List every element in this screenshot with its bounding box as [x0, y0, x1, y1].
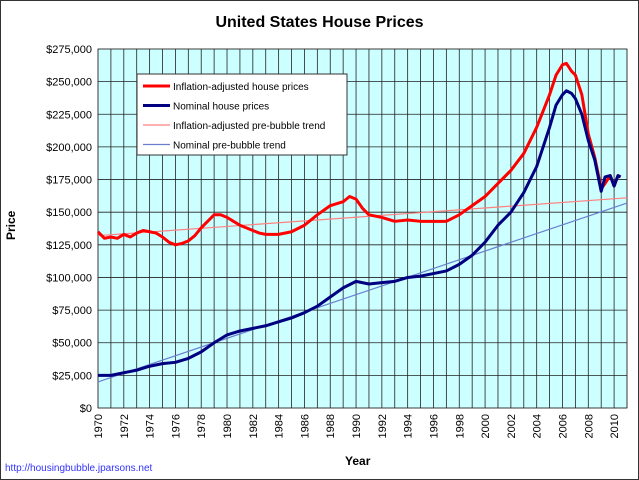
y-tick-label: $225,000	[46, 109, 92, 121]
legend-label: Inflation-adjusted house prices	[173, 82, 309, 93]
x-tick-label: 1994	[403, 414, 415, 438]
x-axis-label: Year	[345, 454, 371, 468]
source-link[interactable]: http://housingbubble.jparsons.net	[5, 463, 153, 474]
x-tick-label: 1974	[145, 414, 157, 438]
x-tick-label: 1978	[196, 414, 208, 438]
legend: Inflation-adjusted house prices Nominal h…	[136, 73, 348, 156]
x-tick-label: 2010	[609, 414, 621, 438]
x-tick-label: 1976	[170, 414, 182, 438]
y-tick-label: $250,000	[46, 77, 92, 89]
x-tick-label: 2006	[557, 414, 569, 438]
legend-label: Nominal pre-bubble trend	[173, 141, 286, 152]
series-line-nominal-house-prices	[98, 89, 622, 377]
x-tick-label: 1984	[274, 414, 286, 438]
y-tick-label: $0	[80, 403, 92, 415]
y-tick-label: $175,000	[46, 175, 92, 187]
y-tick-label: $200,000	[46, 142, 92, 154]
series-line-inflation-adjusted-pre-bubble-trend	[97, 197, 628, 237]
x-tick-label: 1996	[428, 414, 440, 438]
legend-box	[136, 73, 348, 156]
x-tick-label: 1990	[351, 414, 363, 438]
x-tick-label: 1972	[119, 414, 131, 438]
y-tick-label: $125,000	[46, 240, 92, 252]
x-tick-label: 1992	[377, 414, 389, 438]
y-tick-label: $50,000	[52, 338, 92, 350]
x-tick-label: 2004	[532, 414, 544, 438]
x-tick-label: 1998	[454, 414, 466, 438]
x-tick-label: 1982	[248, 414, 260, 438]
x-tick-label: 2002	[506, 414, 518, 438]
x-tick-label: 2000	[480, 414, 492, 438]
legend-label: Nominal house prices	[173, 102, 269, 113]
x-tick-label: 1970	[93, 414, 105, 438]
y-tick-label: $100,000	[46, 272, 92, 284]
x-tick-label: 1988	[325, 414, 337, 438]
y-tick-label: $150,000	[46, 207, 92, 219]
legend-label: Inflation-adjusted pre-bubble trend	[173, 121, 325, 132]
chart-title: United States House Prices	[215, 14, 424, 31]
x-tick-label: 1986	[299, 414, 311, 438]
y-tick-label: $75,000	[52, 305, 92, 317]
series-line-nominal-pre-bubble-trend	[97, 202, 628, 383]
x-tick-label: 2008	[583, 414, 595, 438]
x-tick-label: 1980	[222, 414, 234, 438]
y-tick-label: $25,000	[52, 370, 92, 382]
series-line-inflation-adjusted-house-prices	[96, 61, 622, 247]
y-tick-label: $275,000	[46, 44, 92, 56]
